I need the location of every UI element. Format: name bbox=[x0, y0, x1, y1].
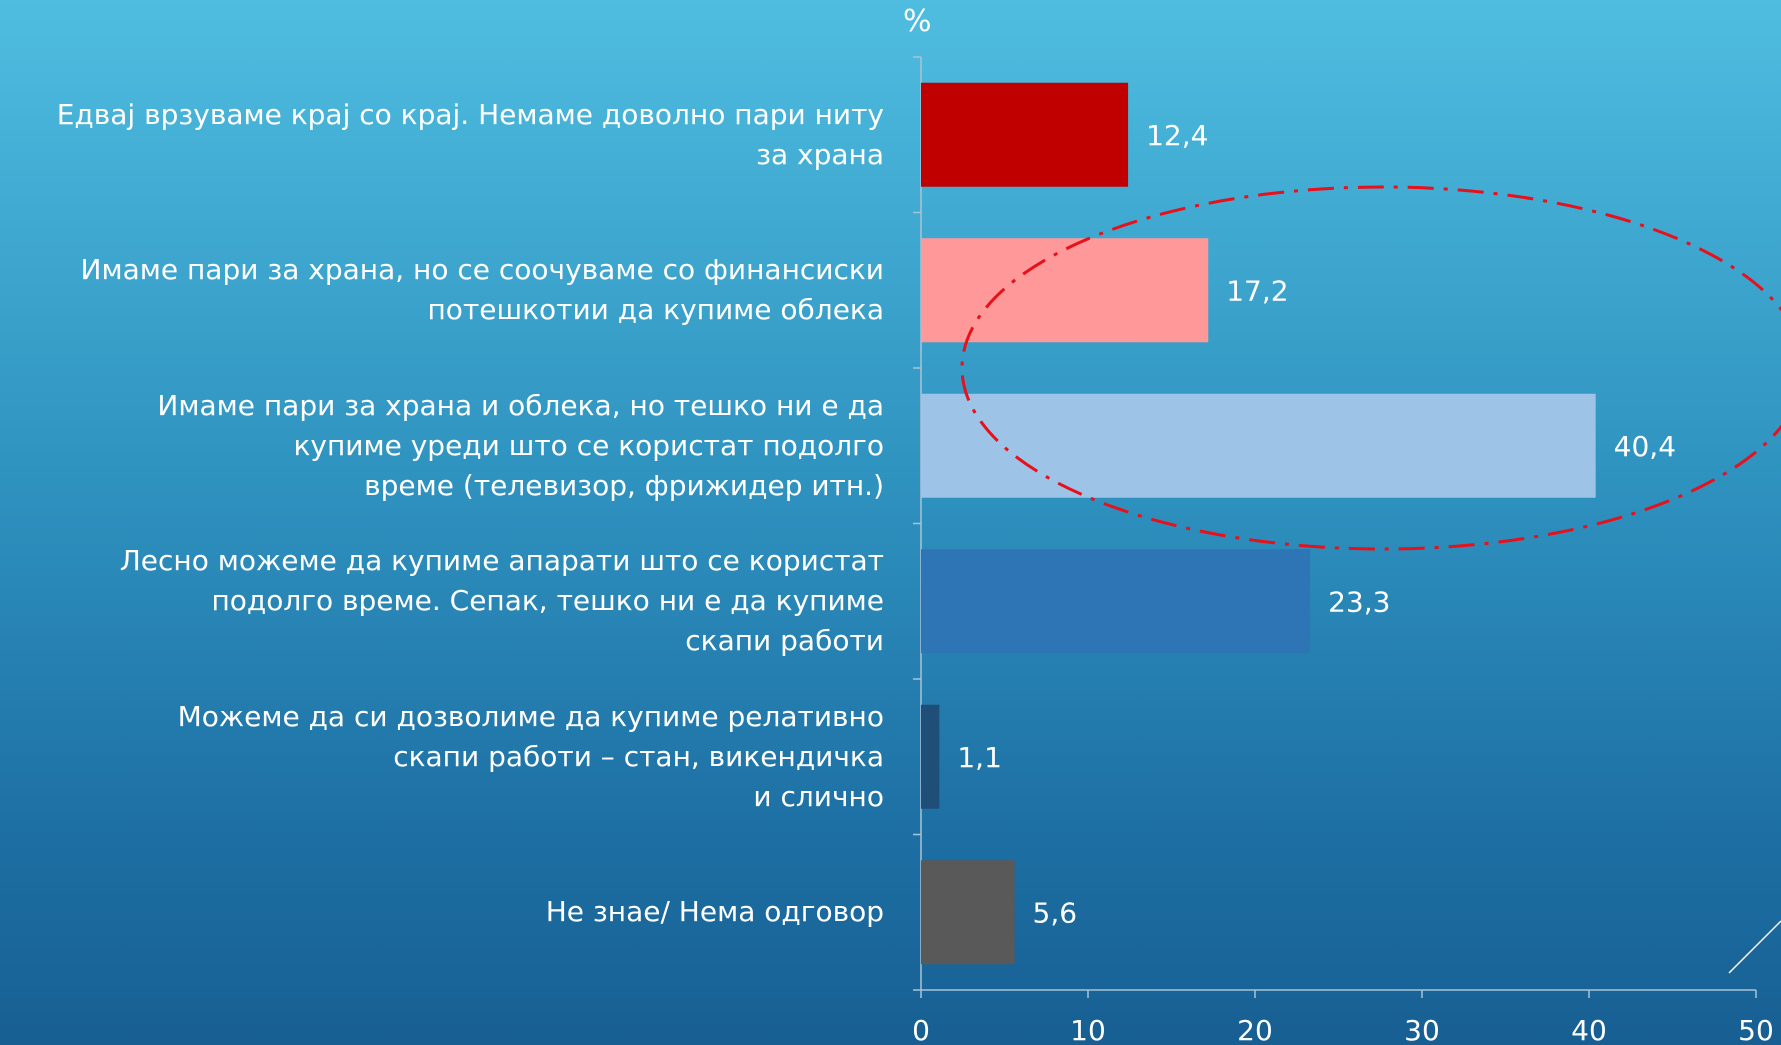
category-label-line: купиме уреди што се користат подолго bbox=[293, 428, 884, 462]
annotation-ellipse bbox=[960, 185, 1781, 551]
category-label-line: Можеме да си дозволиме да купиме релатив… bbox=[177, 699, 884, 733]
x-tick-label: 40 bbox=[1571, 1014, 1607, 1045]
data-label: 17,2 bbox=[1226, 274, 1288, 307]
category-label-line: време (телевизор, фрижидер итн.) bbox=[364, 468, 884, 502]
category-label: Едвај врзуваме крај со крај. Немаме дово… bbox=[4, 95, 884, 175]
bar bbox=[921, 393, 1596, 498]
x-tick-label: 0 bbox=[912, 1014, 930, 1045]
category-label: Не знае/ Нема одговор bbox=[4, 892, 884, 932]
category-label-line: подолго време. Сепак, тешко ни е да купи… bbox=[211, 584, 884, 618]
unit-label: % bbox=[903, 4, 932, 39]
category-label-line: Едвај врзуваме крај со крај. Немаме дово… bbox=[56, 97, 884, 131]
category-label-line: за храна bbox=[756, 137, 884, 171]
x-tick-label: 30 bbox=[1404, 1014, 1440, 1045]
x-tick-label: 20 bbox=[1237, 1014, 1273, 1045]
bar bbox=[921, 82, 1129, 187]
category-label-line: Лесно можеме да купиме апарати што се ко… bbox=[119, 544, 884, 578]
category-label-line: Имаме пари за храна, но се соочуваме со … bbox=[80, 253, 885, 287]
bar bbox=[921, 860, 1015, 965]
category-label-line: скапи работи bbox=[685, 624, 884, 658]
data-label: 40,4 bbox=[1614, 430, 1676, 463]
category-label-line: Имаме пари за храна и облека, но тешко н… bbox=[157, 388, 884, 422]
x-tick-label: 50 bbox=[1738, 1014, 1774, 1045]
category-label-line: потешкотии да купиме облека bbox=[427, 293, 885, 327]
data-label: 23,3 bbox=[1328, 585, 1390, 618]
category-label-line: и слично bbox=[753, 779, 884, 813]
category-label: Имаме пари за храна, но се соочуваме со … bbox=[4, 250, 885, 330]
category-label: Можеме да си дозволиме да купиме релатив… bbox=[4, 697, 884, 817]
category-label: Имаме пари за храна и облека, но тешко н… bbox=[4, 386, 884, 506]
category-label-line: Не знае/ Нема одговор bbox=[545, 895, 884, 929]
data-label: 5,6 bbox=[1033, 896, 1078, 929]
data-label: 1,1 bbox=[957, 741, 1002, 774]
corner-decoration-line bbox=[1728, 920, 1781, 974]
bar bbox=[921, 549, 1311, 654]
category-label: Лесно можеме да купиме апарати што се ко… bbox=[4, 541, 884, 661]
bar bbox=[921, 238, 1209, 343]
bar bbox=[921, 704, 940, 809]
x-tick-label: 10 bbox=[1070, 1014, 1106, 1045]
data-label: 12,4 bbox=[1146, 119, 1208, 152]
category-label-line: скапи работи – стан, викендичка bbox=[393, 739, 884, 773]
